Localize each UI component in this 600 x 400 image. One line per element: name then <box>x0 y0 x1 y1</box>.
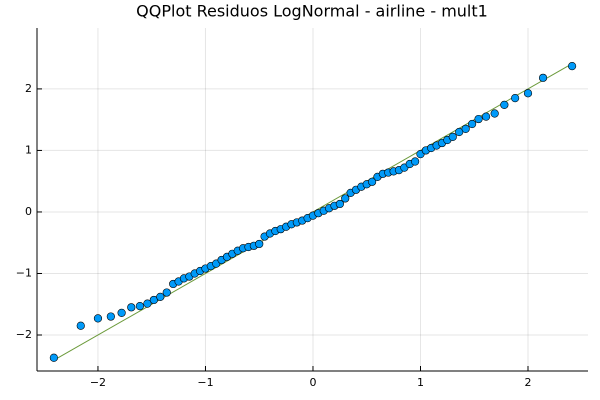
y-tick-label: 1 <box>25 143 32 156</box>
point <box>448 132 457 141</box>
point <box>106 312 115 321</box>
point <box>523 89 533 98</box>
point <box>127 303 136 312</box>
point <box>341 194 350 203</box>
point <box>143 299 152 308</box>
point <box>49 353 58 362</box>
point <box>335 199 344 209</box>
point <box>117 308 126 317</box>
point <box>500 100 509 110</box>
chart-title: QQPlot Residuos LogNormal - airline - mu… <box>136 2 488 21</box>
point <box>156 292 165 301</box>
point <box>538 73 548 82</box>
x-tick-label: −1 <box>197 376 213 389</box>
x-tick-label: 0 <box>309 376 316 389</box>
point <box>162 288 171 297</box>
point <box>93 314 103 323</box>
x-tick-label: −2 <box>90 376 106 389</box>
y-tick-label: 2 <box>25 82 32 95</box>
point <box>411 157 420 166</box>
point <box>490 109 499 118</box>
y-tick-label: 0 <box>25 205 32 218</box>
point <box>135 301 144 311</box>
y-tick-label: −1 <box>16 266 32 279</box>
point <box>468 119 477 129</box>
point <box>255 239 264 249</box>
point <box>481 112 491 121</box>
point <box>511 94 520 103</box>
point <box>474 114 483 124</box>
y-tick-label: −2 <box>16 328 32 341</box>
point <box>567 62 577 71</box>
point <box>461 124 470 134</box>
x-tick-label: 1 <box>417 376 424 389</box>
point <box>368 177 377 186</box>
x-tick-label: 2 <box>525 376 532 389</box>
point <box>76 321 85 330</box>
